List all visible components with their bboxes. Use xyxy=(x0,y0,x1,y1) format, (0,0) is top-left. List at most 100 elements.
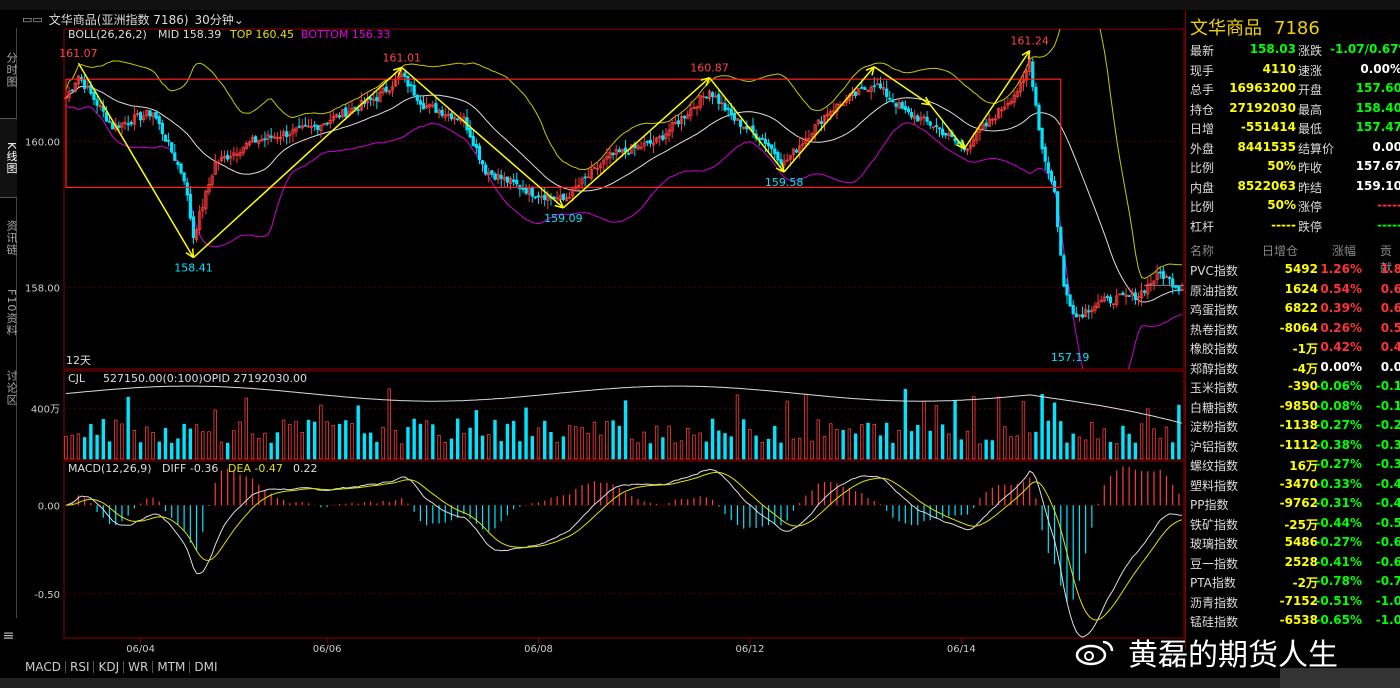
candle-body xyxy=(704,96,708,99)
list-item[interactable]: 豆一指数 2528 -0.41% -0.6 xyxy=(1190,555,1400,575)
candle-body xyxy=(1112,303,1116,306)
list-item-oi: -3470 xyxy=(1279,476,1318,491)
header-contrib[interactable]: 贡献 xyxy=(1380,244,1393,275)
volume-bar xyxy=(1034,431,1038,460)
list-item[interactable]: PP指数 -9762 -0.31% -0.4 xyxy=(1190,496,1400,516)
volume-bar xyxy=(1158,438,1162,460)
candle-body xyxy=(198,211,202,231)
candle-body xyxy=(247,141,252,146)
list-item[interactable]: 塑料指数 -3470 -0.33% -0.4 xyxy=(1190,477,1400,497)
chevron-down-icon: ⌄ xyxy=(233,12,244,27)
candle-body xyxy=(176,161,180,165)
candle-body xyxy=(1102,296,1106,302)
candle-body xyxy=(701,95,705,98)
nav-tab-news[interactable]: 资讯链 xyxy=(0,208,18,268)
volume-bar xyxy=(1003,426,1007,460)
volume-bar xyxy=(754,435,758,460)
volume-bar xyxy=(1027,432,1032,460)
volume-bar xyxy=(64,435,68,460)
list-item[interactable]: 沪铝指数 -1112 -0.38% -0.3 xyxy=(1190,438,1400,458)
candle-body xyxy=(182,172,186,182)
trend-arrow-head xyxy=(921,96,931,106)
header-chg[interactable]: 涨幅 xyxy=(1332,244,1357,258)
volume-bar xyxy=(176,438,180,460)
list-item[interactable]: 铁矿指数 -25万 -0.44% -0.5 xyxy=(1190,516,1400,536)
volume-bar xyxy=(654,425,659,460)
quote-label: 持仓 xyxy=(1190,102,1215,117)
volume-bar xyxy=(114,419,118,460)
candle-body xyxy=(1012,94,1016,103)
header-name[interactable]: 名称 xyxy=(1190,244,1215,258)
candle-body xyxy=(1052,180,1057,193)
volume-bar xyxy=(748,429,752,460)
tab-dmi[interactable]: DMI xyxy=(194,660,218,674)
list-item[interactable]: PTA指数 -2万 -0.78% -0.7 xyxy=(1190,574,1400,594)
candle-body xyxy=(922,116,926,119)
list-item[interactable]: 热卷指数 -8064 0.26% 0.5 xyxy=(1190,321,1400,341)
tab-rsi[interactable]: RSI xyxy=(66,661,95,673)
period-selector[interactable]: 30分钟⌄ xyxy=(195,11,244,28)
swing-point-label: 160.87 xyxy=(690,62,729,75)
grid-icon[interactable]: ▭▭ xyxy=(22,12,43,26)
candle-body xyxy=(543,194,547,200)
volume-bar xyxy=(163,427,168,460)
nav-tab-forum[interactable]: 讨论区 xyxy=(0,358,18,418)
list-item[interactable]: 玻璃指数 5486 -0.27% -0.6 xyxy=(1190,535,1400,555)
tab-mtm[interactable]: MTM xyxy=(153,661,191,673)
quote-value: 157.60 xyxy=(1355,81,1400,95)
candle-body xyxy=(826,113,830,117)
quote-row: 现手 4110 速涨 0.00% xyxy=(1190,62,1400,81)
candle-body xyxy=(931,126,935,129)
nav-tab-timeshare[interactable]: 分时图 xyxy=(0,40,18,100)
candle-body xyxy=(185,182,189,196)
volume-bar xyxy=(337,423,342,460)
menu-icon[interactable]: ≡ xyxy=(2,628,15,644)
candle-body xyxy=(776,151,780,161)
candle-body xyxy=(508,178,513,184)
list-item-contrib: -1.0 xyxy=(1375,613,1400,627)
list-item[interactable]: 螺纹指数 16万 -0.27% -0.3 xyxy=(1190,457,1400,477)
quote-label: 外盘 xyxy=(1190,141,1215,156)
volume-bar xyxy=(406,427,410,460)
nav-label: 分时图 xyxy=(5,52,18,88)
volume-bar xyxy=(95,434,99,460)
list-item[interactable]: 锰硅指数 -6538 -0.65% -1.0 xyxy=(1190,613,1400,633)
candle-body xyxy=(742,126,746,129)
candle-body xyxy=(788,155,792,160)
list-item[interactable]: 沥青指数 -7152 -0.51% -1.0 xyxy=(1190,594,1400,614)
list-item-chg: -0.41% xyxy=(1315,554,1362,569)
candle-body xyxy=(853,91,858,96)
list-item[interactable]: 白糖指数 -9850 -0.08% -0.1 xyxy=(1190,399,1400,419)
list-item[interactable]: 玉米指数 -390 -0.06% -0.1 xyxy=(1190,379,1400,399)
list-item[interactable]: 原油指数 1624 0.54% 0.6 xyxy=(1190,282,1400,302)
macd-value-label: 0.22 xyxy=(293,462,318,475)
candle-body xyxy=(937,127,942,130)
list-item-chg: -0.27% xyxy=(1315,535,1362,549)
trend-arrow-line xyxy=(783,66,875,173)
volume-bar xyxy=(673,442,677,460)
candle-body xyxy=(319,124,323,132)
volume-bar xyxy=(201,431,205,460)
list-item[interactable]: 鸡蛋指数 6822 0.39% 0.6 xyxy=(1190,301,1400,321)
candle-body xyxy=(210,175,214,186)
tab-macd[interactable]: MACD xyxy=(21,661,66,673)
tab-kdj[interactable]: KDJ xyxy=(94,661,125,673)
quote-value: 50% xyxy=(1267,198,1296,212)
quote-row: 日增 -551414 最低 157.47 xyxy=(1190,120,1400,139)
candle-body xyxy=(278,136,283,140)
candle-body xyxy=(191,216,196,239)
list-item[interactable]: PVC指数 5492 1.26% 1.8 xyxy=(1190,262,1400,282)
volume-bar xyxy=(468,427,472,460)
list-item[interactable]: 橡胶指数 -1万 0.42% 0.4 xyxy=(1190,340,1400,360)
kline-chart[interactable]: 160.00 158.00 161.07 158.41 161.01 159.09 160.… xyxy=(17,28,1185,656)
nav-tab-kline[interactable]: K线图 xyxy=(0,118,18,198)
macd-tick-label: 0.00 xyxy=(38,501,60,512)
header-oi[interactable]: 日增仓 xyxy=(1262,244,1299,258)
tab-wr[interactable]: WR xyxy=(124,661,154,673)
list-item[interactable]: 淀粉指数 -1138 -0.27% -0.2 xyxy=(1190,418,1400,438)
nav-tab-f10[interactable]: F10资料 xyxy=(0,278,18,348)
candle-body xyxy=(993,118,998,121)
list-item[interactable]: 郑醇指数 -4万 0.00% 0.0 xyxy=(1190,360,1400,380)
left-nav: 分时图 K线图 资讯链 F10资料 讨论区 xyxy=(0,28,18,618)
candle-body xyxy=(120,122,124,128)
